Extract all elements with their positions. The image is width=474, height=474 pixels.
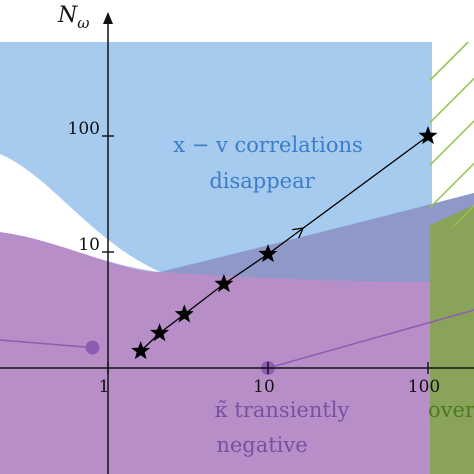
purple-region-label-line1: κ̃ transiently bbox=[215, 398, 350, 422]
star-marker bbox=[131, 341, 151, 360]
star-marker bbox=[174, 304, 194, 323]
region-labels: x − v correlations disappear κ̃ transien… bbox=[173, 133, 474, 457]
green-region bbox=[430, 225, 474, 474]
data-series bbox=[131, 126, 438, 360]
y-axis-arrowhead bbox=[103, 12, 113, 24]
blue-region-label-line2: disappear bbox=[209, 169, 315, 193]
annotation-point bbox=[85, 340, 100, 355]
x-tick-label: 1 bbox=[99, 377, 110, 397]
y-tick-label: 10 bbox=[78, 235, 100, 255]
direction-arrow bbox=[292, 227, 305, 239]
star-marker bbox=[214, 274, 234, 293]
white-gap bbox=[0, 154, 160, 272]
green-region-label: over bbox=[428, 398, 474, 422]
star-marker bbox=[258, 244, 278, 263]
x-tick-label: 100 bbox=[408, 377, 440, 397]
overlap-region bbox=[160, 193, 474, 282]
purple-region-label-line2: negative bbox=[216, 433, 307, 457]
y-axis-title: Nω bbox=[57, 3, 89, 32]
hatched-area bbox=[430, 42, 474, 227]
annotation-line bbox=[267, 309, 474, 369]
x-tick-label: 10 bbox=[253, 377, 275, 397]
annotation-markers bbox=[0, 309, 474, 375]
y-tick-label: 100 bbox=[68, 119, 100, 139]
axis-ticks: 1 10 100 10 100 bbox=[68, 119, 441, 397]
star-marker bbox=[150, 323, 170, 342]
star-marker bbox=[418, 126, 438, 145]
axes: 1 10 100 10 100 Nω bbox=[0, 3, 474, 474]
blue-region-label-line1: x − v correlations bbox=[173, 133, 363, 157]
annotation-line bbox=[0, 339, 93, 349]
